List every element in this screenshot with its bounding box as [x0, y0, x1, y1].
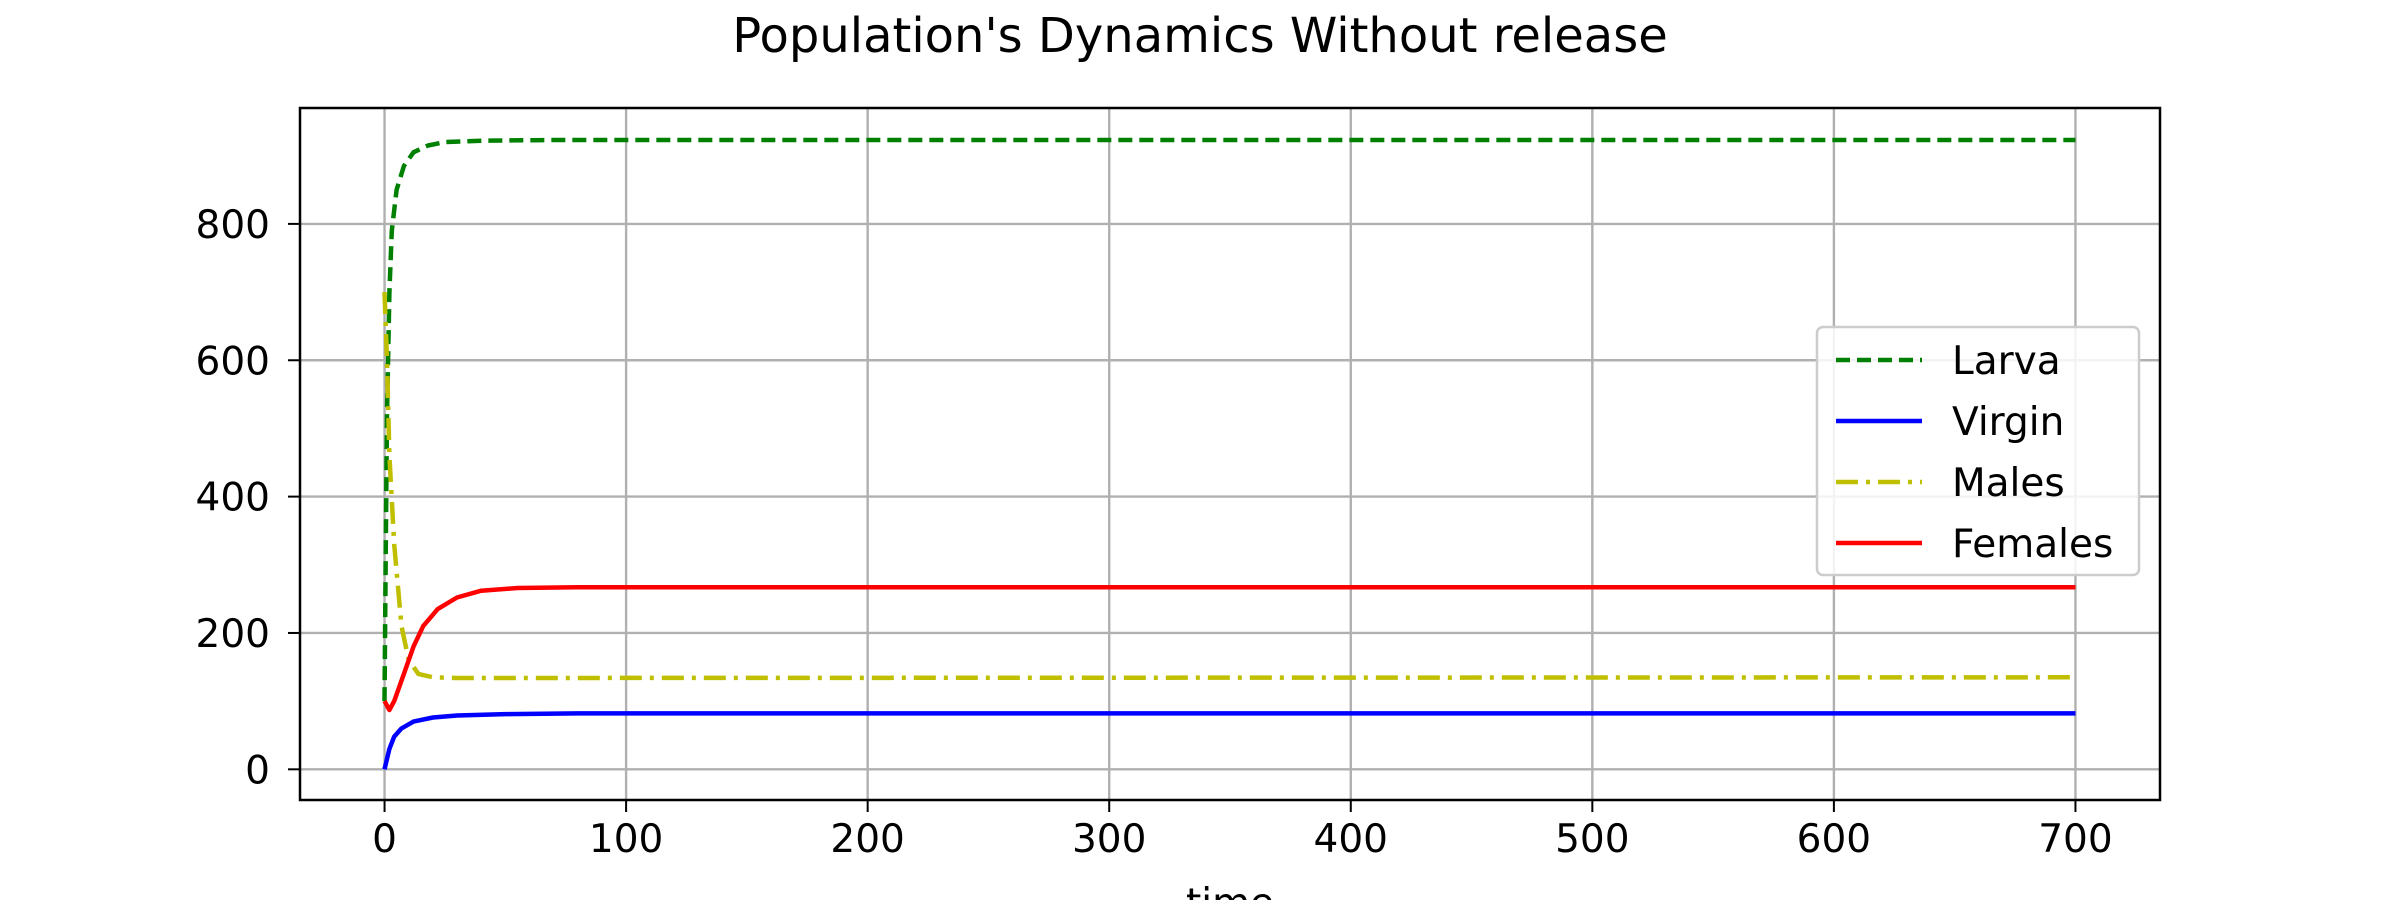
grid-lines: [300, 108, 2160, 800]
legend-label-females: Females: [1952, 522, 2113, 567]
legend: Larva Virgin Males Females: [1815, 325, 2141, 577]
y-tick-label: 0: [245, 748, 270, 793]
legend-label-larva: Larva: [1952, 339, 2061, 384]
series-line-males: [382, 292, 2076, 681]
series-layer: [382, 137, 2076, 770]
x-tick-label: 300: [1072, 817, 1146, 862]
legend-label-males: Males: [1952, 461, 2065, 506]
y-tick-label: 600: [196, 339, 270, 384]
y-tick-label: 200: [196, 612, 270, 657]
y-tick-label: 800: [196, 203, 270, 248]
x-axis: 0 100 200 300 400 500 600 700: [372, 800, 2113, 862]
x-tick-label: 0: [372, 817, 397, 862]
series-line-larva: [382, 137, 2076, 702]
series-line-virgin: [382, 711, 2076, 770]
x-tick-label: 100: [589, 817, 663, 862]
x-tick-label: 700: [2038, 817, 2112, 862]
plot-frame: [298, 106, 2162, 802]
legend-label-virgin: Virgin: [1952, 400, 2064, 445]
x-tick-label: 600: [1797, 817, 1871, 862]
x-tick-label: 200: [830, 817, 904, 862]
x-tick-label: 500: [1555, 817, 1629, 862]
chart-title: Population's Dynamics Without release: [732, 8, 1667, 64]
y-axis: 0 200 400 600 800: [196, 203, 300, 793]
legend-box: [1815, 325, 2141, 577]
x-tick-label: 400: [1314, 817, 1388, 862]
x-axis-label: time: [1186, 881, 1274, 900]
y-tick-label: 400: [196, 476, 270, 521]
series-line-females: [382, 585, 2076, 713]
